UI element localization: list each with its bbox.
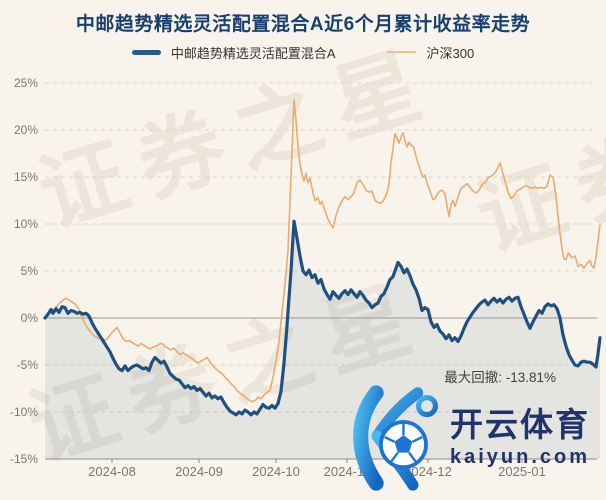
x-axis-label: 2024-08 <box>88 464 136 479</box>
legend-label: 沪深300 <box>426 45 475 61</box>
y-axis-label: -5% <box>16 358 38 372</box>
legend-item-csi300[interactable]: 沪深300 <box>387 43 474 62</box>
y-axis-label: 15% <box>13 170 38 184</box>
max-drawdown-label: 最大回撤: -13.81% <box>444 370 556 385</box>
x-axis-label: 2025-01 <box>498 464 546 479</box>
kaiyun-logo-icon <box>353 385 439 491</box>
x-axis-label: 2024-09 <box>175 464 223 479</box>
y-axis-label: 0% <box>20 311 38 325</box>
y-axis-label: 20% <box>13 123 38 137</box>
y-axis-label: 25% <box>13 76 38 90</box>
csi300-line-swatch-icon <box>387 51 417 53</box>
legend-item-fund[interactable]: 中邮趋势精选灵活配置混合A <box>131 43 336 62</box>
chart-title: 中邮趋势精选灵活配置混合A近6个月累计收益率走势 <box>75 14 531 35</box>
x-axis-label: 2024-12 <box>404 464 452 479</box>
kaiyun-logo[interactable]: 开云体育 kaiyun.com <box>348 384 600 492</box>
y-axis-label: -15% <box>9 452 38 466</box>
y-axis-label: -10% <box>9 405 38 419</box>
legend-label: 中邮趋势精选灵活配置混合A <box>170 45 336 61</box>
kaiyun-domain: kaiyun.com <box>450 446 591 469</box>
chart-legend: 中邮趋势精选灵活配置混合A 沪深300 <box>0 42 606 62</box>
kaiyun-brand-name: 开云体育 <box>450 405 590 443</box>
x-axis-label: 2024-10 <box>252 464 300 479</box>
y-axis-label: 10% <box>13 217 38 231</box>
x-axis-label: 2024-11 <box>323 464 371 479</box>
y-axis-label: 5% <box>20 264 38 278</box>
fund-line-swatch-icon <box>131 49 161 55</box>
